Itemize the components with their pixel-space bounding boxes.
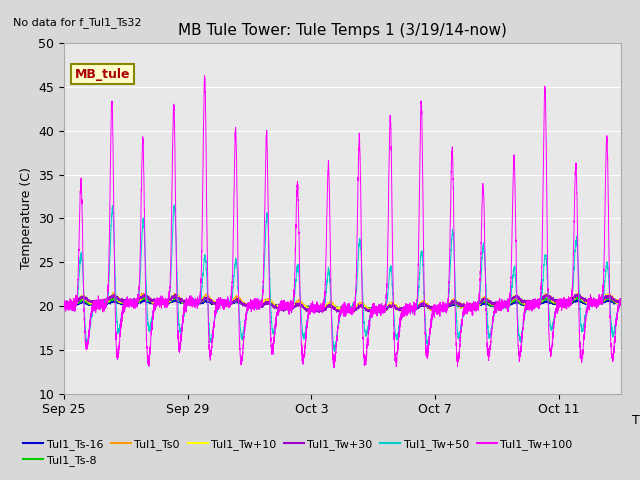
Legend: Tul1_Ts-16, Tul1_Ts-8, Tul1_Ts0, Tul1_Tw+10, Tul1_Tw+30, Tul1_Tw+50, Tul1_Tw+100: Tul1_Ts-16, Tul1_Ts-8, Tul1_Ts0, Tul1_Tw…	[19, 434, 577, 470]
Title: MB Tule Tower: Tule Temps 1 (3/19/14-now): MB Tule Tower: Tule Temps 1 (3/19/14-now…	[178, 23, 507, 38]
Text: Time: Time	[632, 414, 640, 427]
Text: MB_tule: MB_tule	[75, 68, 131, 81]
Y-axis label: Temperature (C): Temperature (C)	[20, 168, 33, 269]
Text: No data for f_Tul1_Ts32: No data for f_Tul1_Ts32	[13, 17, 141, 28]
